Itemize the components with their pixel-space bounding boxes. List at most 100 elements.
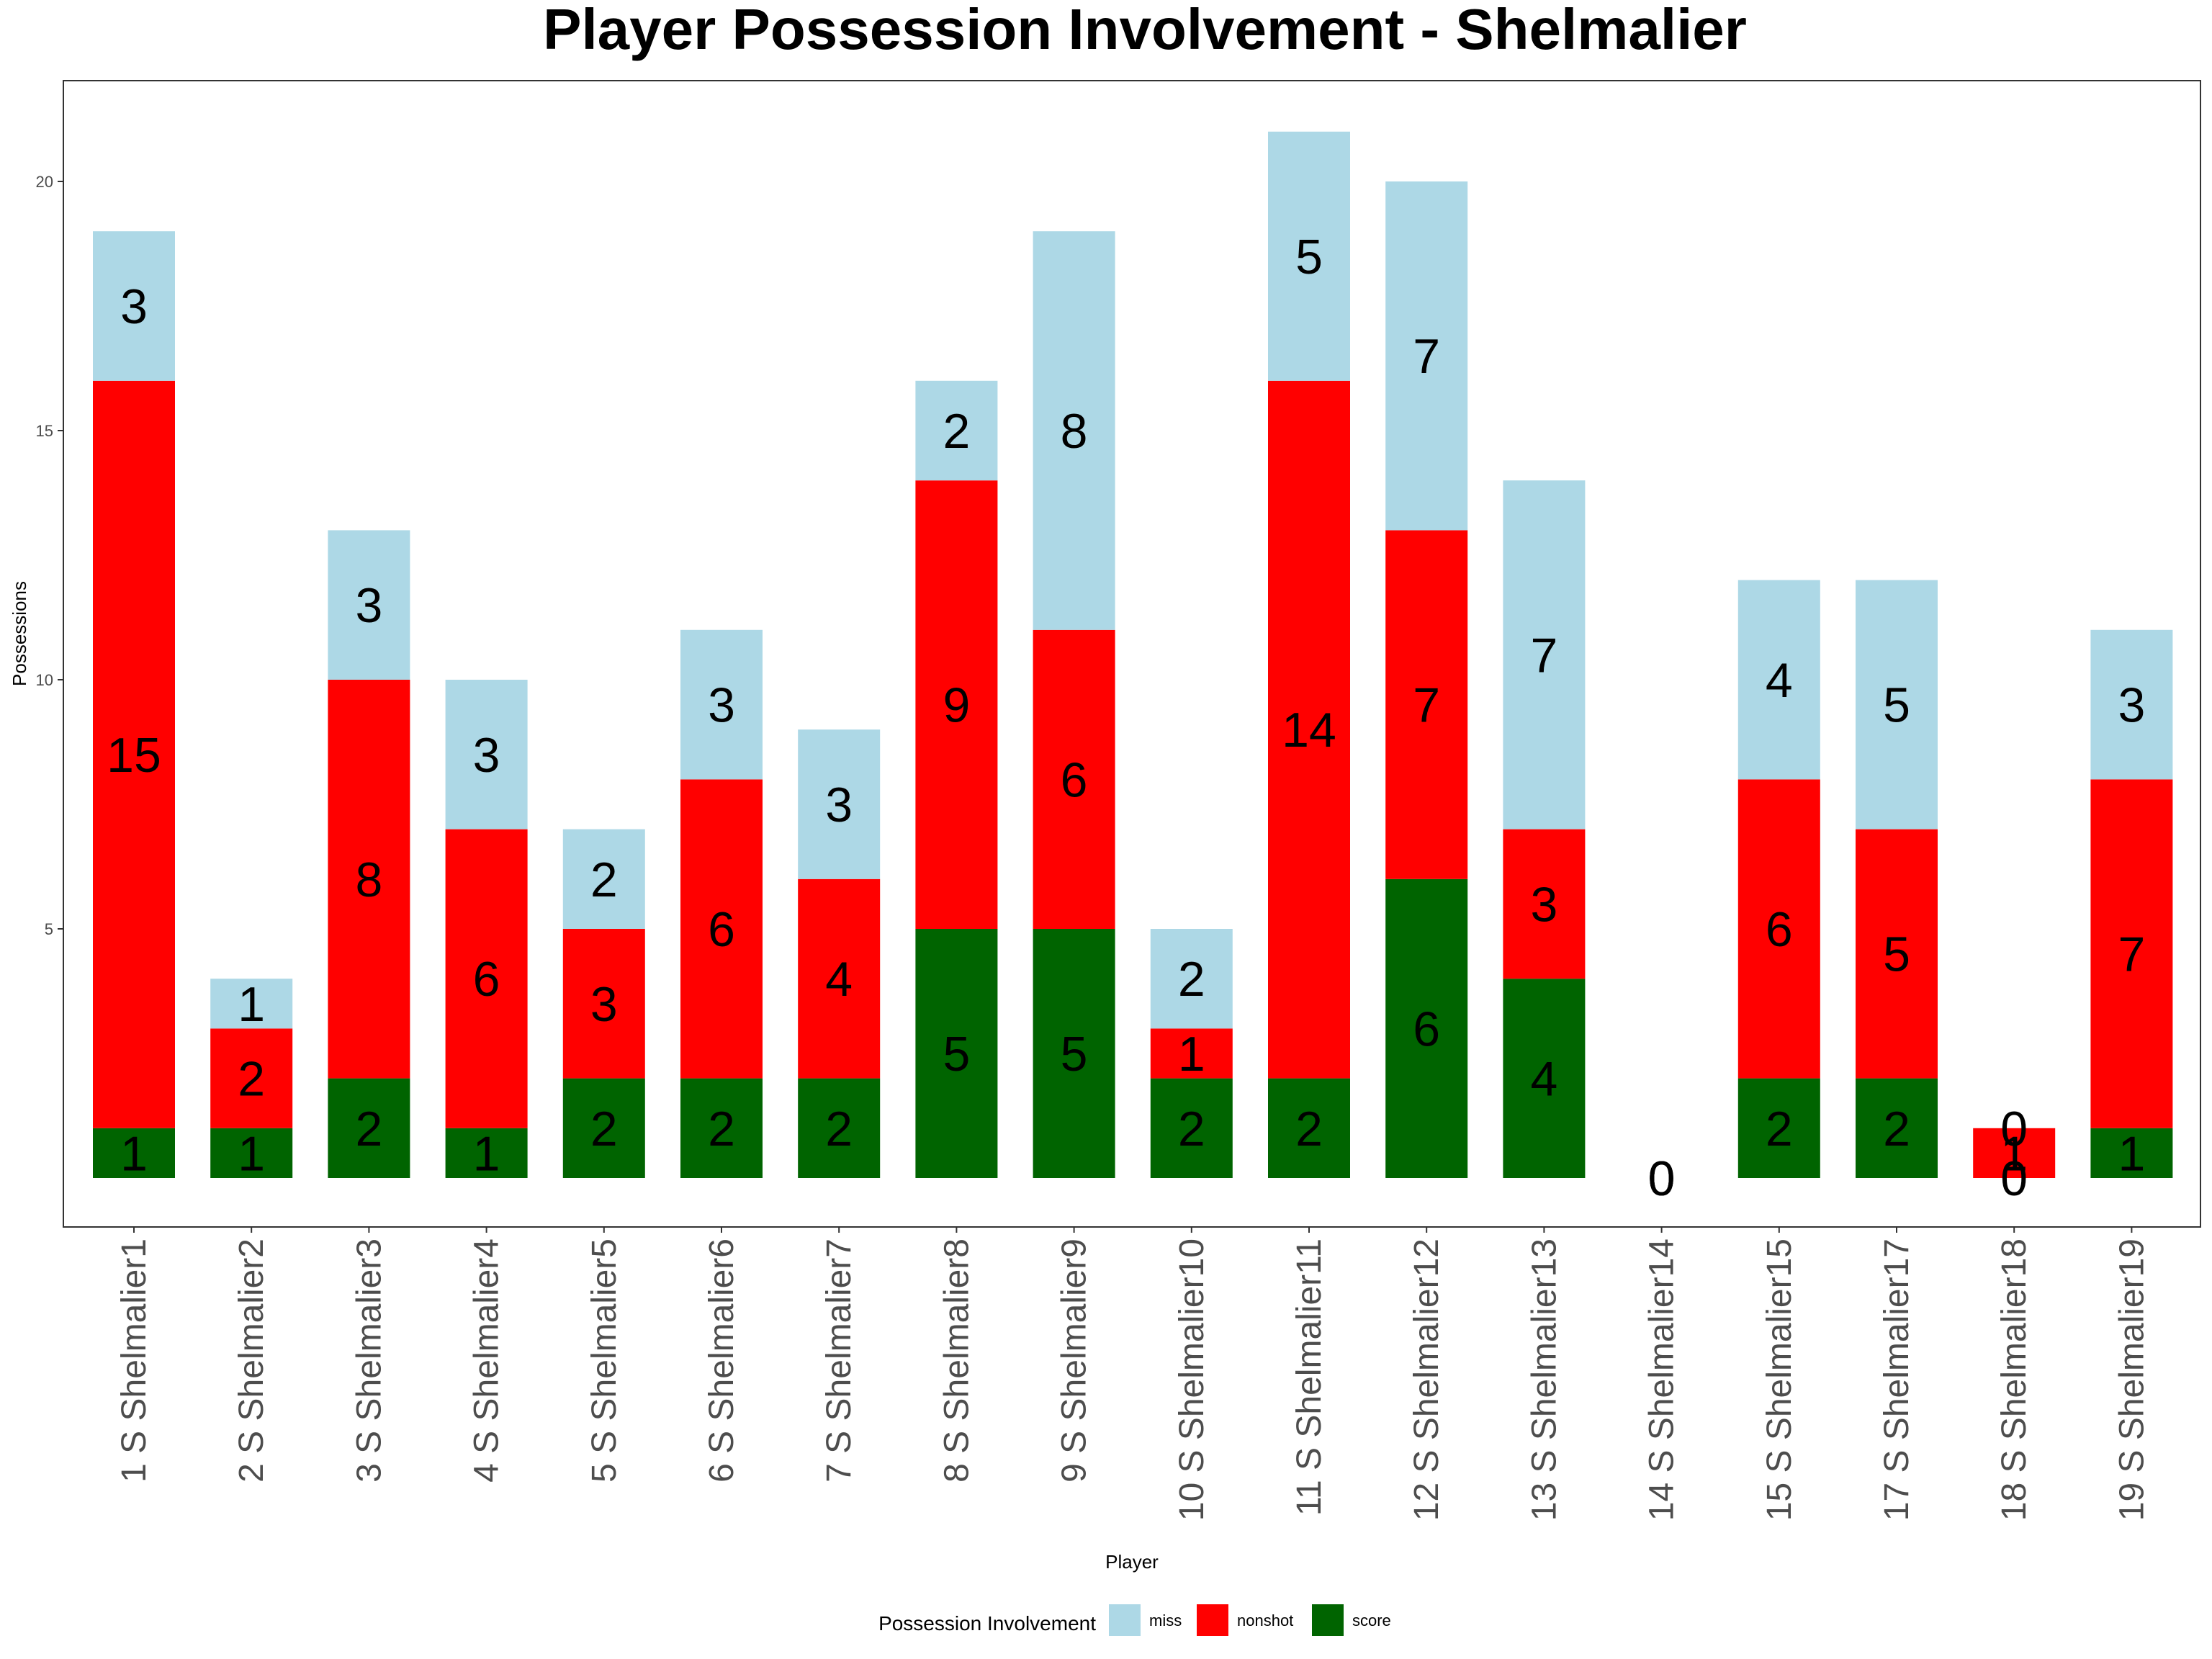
legend-key-score (1312, 1604, 1344, 1636)
x-tick-label: 12 S Shelmalier12 (1408, 1238, 1446, 1521)
x-tick-label: 1 S Shelmalier1 (115, 1238, 153, 1483)
bar-segment-miss (1268, 131, 1350, 381)
bar-segment-score (2090, 1128, 2173, 1178)
x-tick-label: 7 S Shelmalier7 (820, 1238, 858, 1483)
data-label-nonshot: 5 (1883, 927, 1910, 982)
data-label-miss: 2 (1178, 952, 1205, 1007)
x-tick-label: 3 S Shelmalier3 (350, 1238, 388, 1483)
bar-segment-miss (1856, 580, 1938, 830)
x-axis-title: Player (1105, 1551, 1159, 1573)
legend-key-miss (1109, 1604, 1141, 1636)
legend-key-nonshot (1197, 1604, 1228, 1636)
bar-segment-nonshot (210, 1028, 293, 1128)
bar-segment-nonshot (1973, 1128, 2056, 1178)
x-tick-label: 11 S Shelmalier11 (1290, 1238, 1328, 1516)
data-label-score: 6 (1413, 1002, 1440, 1056)
data-label-miss: 0 (2000, 1102, 2028, 1156)
bar-segment-score (93, 1128, 175, 1178)
bar-segment-nonshot (1150, 1028, 1233, 1079)
data-label-nonshot: 7 (1413, 678, 1440, 733)
bar-segment-score (680, 1078, 763, 1178)
data-label-nonshot: 8 (355, 853, 382, 907)
x-tick-label: 17 S Shelmalier17 (1878, 1238, 1916, 1521)
bar-segment-miss (798, 729, 881, 879)
data-label-score: 2 (1295, 1102, 1323, 1156)
bar-segment-miss (1737, 580, 1820, 780)
bar-segment-score (1150, 1078, 1233, 1178)
y-tick-label: 10 (36, 671, 53, 689)
data-label-miss: 3 (473, 728, 500, 783)
bar-segment-miss (680, 629, 763, 780)
data-label-nonshot: 4 (825, 952, 853, 1007)
bar-segment-nonshot (1268, 380, 1350, 1079)
bar-segment-miss (1503, 480, 1586, 830)
data-label-nonshot: 6 (1061, 752, 1088, 807)
data-label-score: 5 (1061, 1027, 1088, 1082)
bar-segment-score (798, 1078, 881, 1178)
bar-segment-nonshot (328, 680, 410, 1079)
data-label-miss: 2 (943, 404, 970, 459)
bar-segment-nonshot (1503, 829, 1586, 979)
data-label-nonshot: 2 (238, 1052, 265, 1107)
bar-segment-nonshot (798, 878, 881, 1079)
legend-label-nonshot: nonshot (1237, 1611, 1293, 1629)
bar-segment-miss (562, 829, 645, 929)
data-label-score: 2 (590, 1102, 618, 1156)
y-axis-title: Possessions (9, 581, 30, 686)
data-label-score: 1 (2118, 1126, 2145, 1181)
bar-segment-miss (93, 231, 175, 381)
x-tick-label: 8 S Shelmalier8 (938, 1238, 976, 1483)
bars (93, 131, 2173, 1178)
x-tick-label: 14 S Shelmalier14 (1643, 1238, 1681, 1521)
bar-segment-score (915, 929, 998, 1178)
data-label-miss: 3 (708, 678, 735, 733)
bar-segment-score (562, 1078, 645, 1178)
bar-segment-score (1385, 878, 1468, 1178)
bar-segment-nonshot (1737, 779, 1820, 1079)
data-label-score: 4 (1530, 1052, 1557, 1107)
x-tick-label: 5 S Shelmalier5 (585, 1238, 624, 1483)
x-tick-label: 10 S Shelmalier10 (1173, 1238, 1211, 1521)
data-label-miss: 2 (590, 853, 618, 907)
bar-segment-score (1856, 1078, 1938, 1178)
data-label-nonshot: 1 (2000, 1126, 2028, 1181)
data-label-nonshot: 6 (473, 952, 500, 1007)
data-label-nonshot: 14 (1282, 703, 1336, 757)
bar-segment-nonshot (680, 779, 763, 1079)
bar-segment-score (210, 1128, 293, 1178)
data-label-score: 2 (355, 1102, 382, 1156)
chart-title: Player Possession Involvement - Shelmali… (543, 0, 1747, 61)
legend-title: Possession Involvement (878, 1612, 1096, 1635)
x-tick-label: 6 S Shelmalier6 (703, 1238, 741, 1483)
data-label-score: 1 (473, 1126, 500, 1181)
data-label-miss: 3 (825, 778, 853, 832)
x-tick-label: 18 S Shelmalier18 (1995, 1238, 2033, 1521)
bar-segment-miss (2090, 629, 2173, 780)
x-tick-label: 4 S Shelmalier4 (468, 1238, 506, 1483)
data-label-miss: 1 (238, 977, 265, 1032)
data-label-nonshot: 15 (107, 728, 161, 783)
data-label-miss: 7 (1413, 329, 1440, 384)
data-label-score: 0 (2000, 1151, 2028, 1206)
bar-segment-miss (445, 680, 528, 830)
bar-segment-nonshot (1385, 530, 1468, 879)
legend: Possession Involvement miss nonshot score (878, 1604, 1391, 1636)
bar-segment-nonshot (1856, 829, 1938, 1079)
plot-panel (63, 80, 2201, 1228)
bar-segment-miss (915, 380, 998, 481)
bar-segment-nonshot (915, 480, 998, 929)
legend-label-score: score (1352, 1611, 1391, 1629)
bar-segment-miss (210, 979, 293, 1029)
bar-segment-score (1268, 1078, 1350, 1178)
data-label-miss: 8 (1061, 404, 1088, 459)
data-label-score: 0 (1648, 1151, 1676, 1206)
data-label-nonshot: 3 (590, 977, 618, 1032)
bar-segment-miss (1033, 231, 1115, 630)
y-tick-label: 5 (45, 920, 53, 938)
data-label-miss: 3 (355, 578, 382, 633)
data-label-nonshot: 3 (1530, 877, 1557, 932)
data-label-miss: 3 (120, 279, 148, 334)
x-tick-label: 15 S Shelmalier15 (1761, 1238, 1799, 1521)
data-label-score: 2 (825, 1102, 853, 1156)
